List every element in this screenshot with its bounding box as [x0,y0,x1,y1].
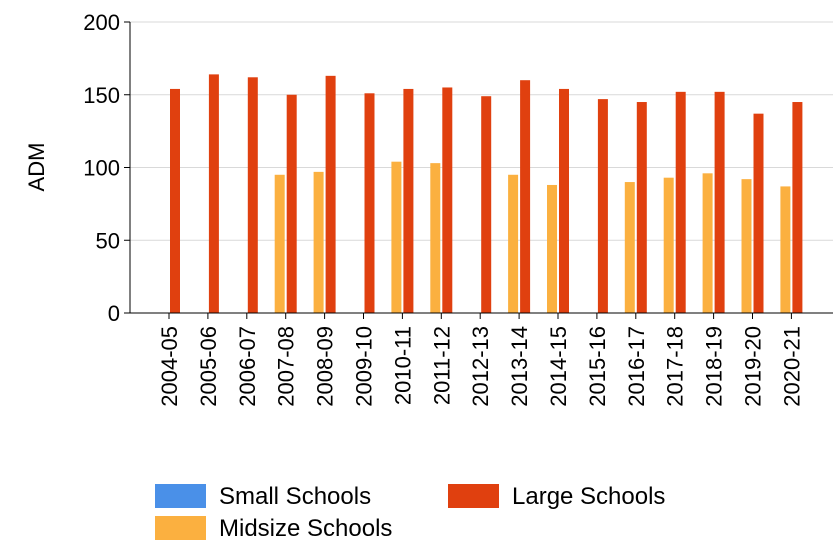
x-tick-label: 2006-07 [235,326,260,407]
x-tick-label: 2007-08 [274,326,299,407]
bar-midsize-schools [508,174,519,313]
bar-midsize-schools [663,177,674,313]
bar-midsize-schools [430,163,441,313]
x-tick-label: 2009-10 [352,326,377,407]
y-tick-label: 50 [96,228,120,253]
bar-midsize-schools [780,186,791,313]
bar-large-schools [442,87,453,313]
x-tick-label: 2010-11 [390,326,415,405]
bar-large-schools [520,80,531,313]
y-tick-label: 150 [83,83,120,108]
bar-large-schools [170,88,180,314]
bar-midsize-schools [741,179,752,313]
x-tick-label: 2019-20 [741,326,766,407]
legend-label-large-schools: Large Schools [512,483,665,510]
bar-large-schools [403,88,414,314]
x-tick-label: 2012-13 [468,326,493,407]
bar-large-schools [325,75,336,314]
legend-label-midsize-schools: Midsize Schools [219,515,392,542]
x-tick-label: 2016-17 [624,326,649,407]
x-tick-label: 2020-21 [779,326,804,407]
bar-midsize-schools [313,171,324,313]
y-axis-label: ADM [24,143,49,192]
axes: 0 50 100 150 200 2004-05 2005-06 2006-07 2007-08… [83,10,833,407]
legend-swatch-large-schools [448,484,499,508]
bar-midsize-schools [547,184,557,313]
legend-swatch-midsize-schools [155,516,206,540]
legend-swatch-small-schools [155,484,206,508]
bar-midsize-schools [624,182,635,313]
x-tick-label: 2005-06 [196,326,221,407]
bars [170,74,803,314]
bar-large-schools [792,102,803,314]
y-tick-label: 200 [83,10,120,35]
y-tick-label: 0 [108,301,120,326]
x-tick-label: 2014-15 [546,326,571,407]
x-tick-label: 2008-09 [313,326,338,407]
bar-large-schools [636,102,647,314]
bar-large-schools [364,93,375,313]
y-tick-label: 100 [83,156,120,181]
bar-large-schools [481,96,492,313]
x-tick-label: 2017-18 [663,326,688,407]
bar-midsize-schools [274,174,285,313]
x-tick-label: 2004-05 [157,326,182,407]
bar-large-schools [208,74,219,313]
bar-large-schools [753,113,764,313]
bar-midsize-schools [391,161,402,313]
bar-large-schools [675,91,686,313]
x-tick-label: 2018-19 [702,326,727,407]
x-tick-label: 2015-16 [585,326,610,407]
bar-large-schools [714,91,725,313]
bar-large-schools [559,88,569,314]
legend-label-small-schools: Small Schools [219,483,371,510]
bar-large-schools [286,94,297,313]
bar-midsize-schools [702,173,713,313]
bar-large-schools [597,99,608,314]
legend: Small Schools Midsize Schools Large School… [155,483,665,542]
bar-large-schools [247,77,258,313]
x-tick-label: 2013-14 [507,326,532,407]
x-tick-label: 2011-12 [429,326,454,405]
